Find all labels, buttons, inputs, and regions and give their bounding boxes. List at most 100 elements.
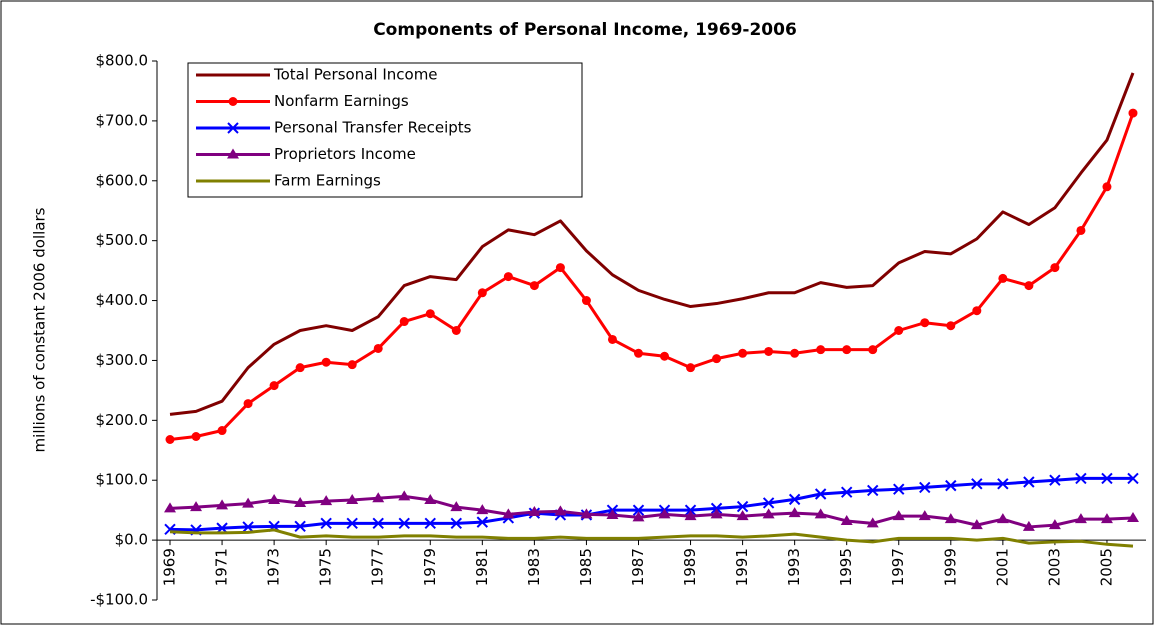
point <box>816 345 826 355</box>
legend-label: Farm Earnings <box>274 172 381 190</box>
series-line <box>169 494 1134 529</box>
point <box>996 513 1009 524</box>
point <box>920 318 930 328</box>
x-tick-label: 1973 <box>265 548 283 586</box>
x-tick-label: 1991 <box>733 548 751 586</box>
point <box>866 517 879 528</box>
point <box>269 381 279 391</box>
point <box>1075 472 1087 485</box>
point <box>243 399 253 409</box>
point <box>918 510 931 521</box>
point <box>373 343 383 353</box>
point <box>321 357 331 367</box>
point <box>893 483 905 495</box>
series-line <box>169 528 1134 548</box>
point <box>242 497 255 508</box>
point <box>450 517 463 530</box>
point <box>632 504 645 516</box>
point <box>502 508 515 519</box>
point <box>242 521 254 533</box>
point <box>814 488 827 500</box>
legend-marker <box>228 97 238 106</box>
point <box>529 281 539 291</box>
point <box>294 496 307 507</box>
point <box>1102 182 1112 192</box>
point <box>788 493 801 506</box>
point <box>346 493 359 504</box>
point <box>842 345 852 355</box>
point <box>450 501 463 512</box>
point <box>944 513 957 524</box>
point <box>424 517 436 530</box>
y-tick-label: $0.0 <box>115 531 148 549</box>
point <box>736 500 749 513</box>
x-tick-label: 2001 <box>993 548 1011 586</box>
point <box>998 273 1008 283</box>
point <box>945 479 957 492</box>
point <box>398 490 411 501</box>
point <box>164 502 177 513</box>
x-tick-label: 1987 <box>629 548 647 586</box>
point <box>398 517 410 530</box>
legend-label: Total Personal Income <box>273 66 438 84</box>
point <box>528 505 541 516</box>
x-tick-label: 1983 <box>525 548 543 586</box>
point <box>1022 520 1035 531</box>
point <box>555 263 565 273</box>
point <box>295 363 305 373</box>
y-axis-label: millions of constant 2006 dollars <box>31 207 49 452</box>
point <box>919 481 931 494</box>
series-line <box>169 476 1133 532</box>
point <box>762 497 775 509</box>
x-tick-label: 1989 <box>681 548 699 586</box>
point <box>372 492 385 503</box>
point <box>1024 281 1034 291</box>
point <box>346 517 358 530</box>
point <box>607 334 617 344</box>
legend-box <box>187 62 583 198</box>
point <box>686 363 696 373</box>
point <box>372 517 384 530</box>
x-tick-label: 1981 <box>473 548 491 586</box>
point <box>554 505 567 516</box>
point <box>217 426 227 436</box>
point <box>788 507 801 518</box>
point <box>191 432 201 442</box>
point <box>867 484 879 497</box>
y-tick-label: $600.0 <box>96 171 149 189</box>
y-tick-label: $300.0 <box>96 351 149 369</box>
x-tick-label: 1997 <box>889 548 907 586</box>
point <box>320 495 333 506</box>
point <box>738 348 748 358</box>
chart-title: Components of Personal Income, 1969-2006 <box>373 20 797 40</box>
series-line <box>169 72 1135 416</box>
x-tick-label: 1977 <box>369 548 387 586</box>
point <box>1049 474 1061 486</box>
point <box>216 499 229 510</box>
point <box>476 504 489 515</box>
point <box>971 478 983 490</box>
point <box>268 493 281 504</box>
point <box>580 508 593 519</box>
x-tick-label: 1969 <box>161 548 179 586</box>
legend-label: Proprietors Income <box>274 145 416 163</box>
legend-marker <box>227 122 239 134</box>
point <box>997 478 1009 490</box>
point <box>476 516 489 528</box>
point <box>294 520 306 533</box>
point <box>790 348 800 358</box>
point <box>970 519 983 530</box>
x-tick-label: 2005 <box>1097 548 1115 586</box>
x-tick-label: 1979 <box>421 548 439 586</box>
legend-label: Personal Transfer Receipts <box>274 119 472 137</box>
point <box>946 321 956 331</box>
point <box>320 517 332 530</box>
point <box>840 514 853 525</box>
point <box>840 486 853 498</box>
point <box>1074 513 1087 524</box>
point <box>764 346 774 356</box>
point <box>165 434 175 444</box>
x-tick-label: 2003 <box>1045 548 1063 586</box>
legend-marker <box>227 148 239 159</box>
